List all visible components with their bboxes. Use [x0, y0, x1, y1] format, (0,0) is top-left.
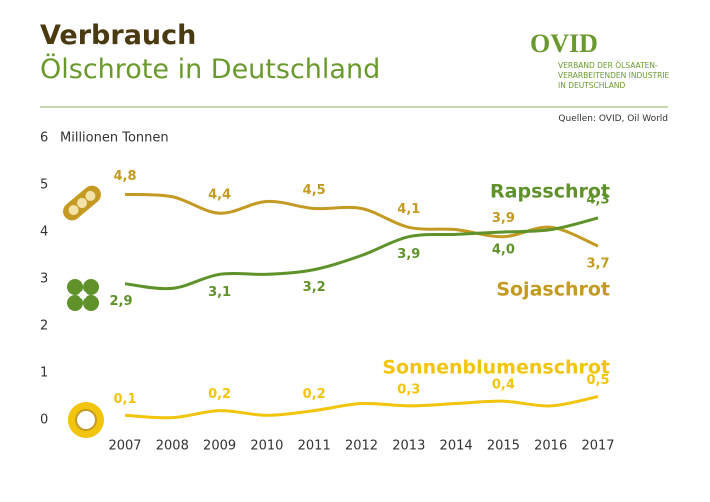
data-label: 0,2 — [208, 387, 231, 402]
y-tick-label: 2 — [40, 319, 48, 334]
sunflower-icon — [68, 402, 104, 438]
y-tick-label: 5 — [40, 178, 48, 193]
data-label: 0,1 — [113, 392, 136, 407]
line — [124, 395, 599, 420]
legend-entry: Rapsschrot — [490, 181, 610, 203]
x-tick-label: 2016 — [534, 439, 567, 454]
x-tick-label: 2013 — [392, 439, 425, 454]
data-label: 4,8 — [113, 169, 136, 184]
line — [124, 216, 599, 291]
y-axis-label: Millionen Tonnen — [60, 131, 169, 146]
x-tick-label: 2010 — [250, 439, 283, 454]
data-label: 0,2 — [303, 387, 326, 402]
org-line: VERARBEITENDEN INDUSTRIE — [558, 71, 670, 80]
legend-entry: Sojaschrot — [496, 279, 610, 301]
y-tick-label: 3 — [40, 272, 48, 287]
line — [124, 192, 599, 248]
x-tick-label: 2015 — [487, 439, 520, 454]
soy-icon — [63, 185, 101, 221]
org-line: VERBAND DER ÖLSAATEN- — [558, 61, 658, 70]
x-tick-label: 2007 — [108, 439, 141, 454]
data-label: 4,5 — [303, 183, 326, 198]
x-tick-label: 2009 — [203, 439, 236, 454]
x-tick-label: 2012 — [345, 439, 378, 454]
data-label: 4,0 — [492, 243, 515, 258]
data-label: 0,3 — [397, 382, 420, 397]
data-label: 2,9 — [109, 294, 132, 309]
legend-entry: Sonnenblumenschrot — [382, 357, 610, 379]
x-tick-label: 2011 — [298, 439, 331, 454]
data-label: 3,9 — [397, 247, 420, 262]
data-label: 3,9 — [492, 211, 515, 226]
data-label: 4,4 — [208, 188, 231, 203]
x-tick-label: 2017 — [581, 439, 614, 454]
rape-icon — [67, 279, 99, 311]
data-label: 3,1 — [208, 285, 231, 300]
y-tick-label: 6 — [40, 131, 48, 146]
data-label: 3,2 — [303, 280, 326, 295]
source: Quellen: OVID, Oil World — [558, 114, 668, 124]
data-label: 0,4 — [492, 378, 515, 393]
y-tick-label: 0 — [40, 413, 48, 428]
data-label: 0,5 — [586, 373, 609, 388]
title: Verbrauch — [40, 20, 196, 51]
y-tick-label: 1 — [40, 366, 48, 381]
x-tick-label: 2014 — [440, 439, 473, 454]
data-label: 3,7 — [586, 257, 609, 272]
data-label: 4,1 — [397, 202, 420, 217]
x-tick-label: 2008 — [156, 439, 189, 454]
logo: OVID — [530, 29, 598, 58]
subtitle: Ölschrote in Deutschland — [40, 53, 380, 85]
data-label: 4,3 — [586, 192, 609, 207]
org-line: IN DEUTSCHLAND — [558, 81, 626, 90]
y-tick-label: 4 — [40, 225, 48, 240]
